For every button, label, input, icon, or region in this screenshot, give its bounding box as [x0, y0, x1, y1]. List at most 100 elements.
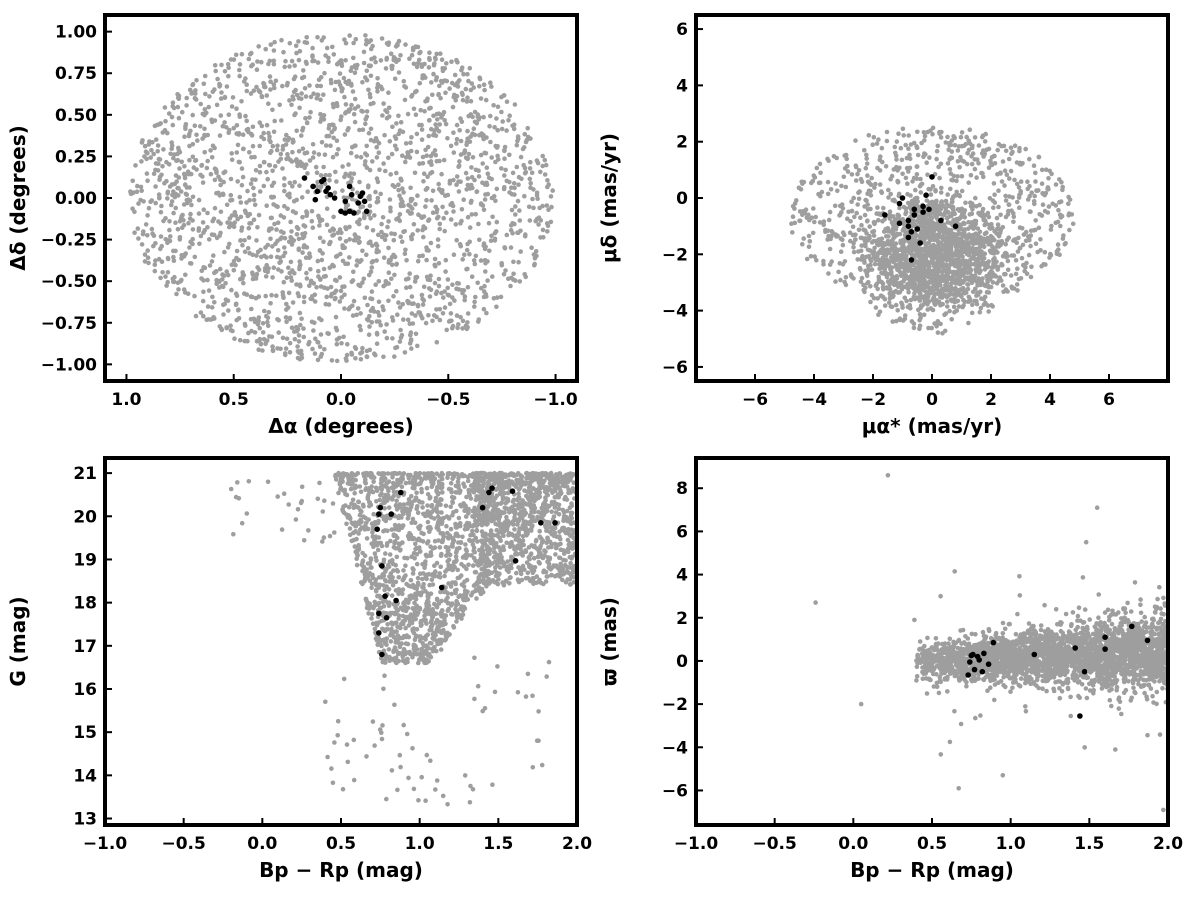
- field-star-point: [259, 94, 265, 100]
- field-star-point: [962, 208, 968, 213]
- field-star-point: [528, 181, 533, 186]
- field-star-point: [255, 225, 260, 230]
- field-star-point: [289, 229, 294, 234]
- field-star-point: [207, 263, 213, 268]
- field-star-point: [295, 344, 300, 349]
- field-star-point: [275, 317, 280, 322]
- x-tick-label: 4: [1044, 390, 1056, 410]
- field-star-point: [884, 274, 890, 280]
- field-star-point: [965, 282, 971, 287]
- field-star-point: [351, 298, 357, 304]
- field-star-point: [205, 210, 210, 216]
- field-star-point: [474, 189, 480, 194]
- field-star-point: [853, 178, 859, 183]
- field-star-point: [927, 230, 933, 236]
- field-star-point: [477, 237, 482, 243]
- field-star-point: [985, 283, 991, 289]
- field-star-point: [437, 221, 443, 227]
- field-star-point: [829, 259, 834, 264]
- field-star-point: [895, 180, 901, 185]
- field-star-point: [447, 181, 453, 186]
- field-star-point: [989, 265, 995, 270]
- field-star-point: [271, 61, 277, 67]
- field-star-point: [351, 111, 357, 117]
- field-star-point: [1060, 236, 1066, 241]
- field-star-point: [200, 136, 205, 141]
- field-star-point: [387, 197, 393, 202]
- field-star-point: [504, 99, 510, 104]
- field-star-point: [290, 137, 296, 143]
- member-star-point: [938, 217, 944, 224]
- field-star-point: [364, 109, 370, 114]
- field-star-point: [266, 266, 271, 271]
- field-star-point: [890, 319, 895, 324]
- field-star-point: [206, 104, 211, 110]
- field-star-point: [151, 171, 157, 176]
- field-star-point: [310, 58, 315, 64]
- field-star-point: [340, 188, 345, 193]
- field-star-point: [201, 230, 206, 235]
- field-star-point: [522, 171, 528, 176]
- field-star-point: [911, 286, 916, 291]
- field-star-point: [833, 279, 838, 284]
- field-star-point: [865, 207, 871, 212]
- field-star-point: [141, 199, 146, 204]
- field-star-point: [448, 202, 453, 207]
- field-star-point: [488, 139, 493, 145]
- field-star-point: [943, 250, 948, 256]
- field-star-point: [335, 230, 341, 236]
- field-star-point: [322, 347, 327, 352]
- field-star-point: [430, 92, 435, 98]
- field-star-point: [947, 275, 953, 281]
- field-star-point: [415, 303, 421, 309]
- field-star-point: [202, 126, 207, 132]
- field-star-point: [212, 145, 217, 151]
- field-star-point: [898, 273, 904, 279]
- x-tick-label: −2: [860, 390, 886, 410]
- field-star-point: [257, 170, 263, 175]
- field-star-point: [466, 78, 471, 84]
- field-star-point: [933, 214, 939, 219]
- field-star-point: [972, 273, 978, 279]
- field-star-point: [182, 172, 187, 178]
- field-star-point: [932, 248, 937, 254]
- field-star-point: [881, 248, 886, 254]
- field-star-point: [1009, 208, 1014, 213]
- field-star-point: [411, 106, 417, 112]
- field-star-point: [183, 251, 188, 257]
- field-star-point: [145, 255, 151, 260]
- field-star-point: [854, 210, 859, 216]
- field-star-point: [933, 187, 938, 193]
- y-axis-title: μδ (mas/yr): [597, 133, 621, 263]
- field-star-point: [465, 71, 470, 77]
- field-star-point: [234, 150, 240, 155]
- field-star-point: [184, 192, 190, 197]
- field-star-point: [220, 272, 225, 277]
- field-star-point: [1006, 156, 1012, 162]
- field-star-point: [496, 157, 501, 162]
- field-star-point: [432, 256, 438, 262]
- field-star-point: [307, 158, 313, 163]
- field-star-point: [947, 308, 952, 314]
- field-star-point: [315, 35, 320, 40]
- field-star-point: [503, 167, 508, 173]
- field-star-point: [917, 312, 923, 317]
- field-star-point: [419, 292, 425, 298]
- field-star-point: [545, 223, 551, 229]
- field-star-point: [952, 241, 958, 246]
- field-star-point: [225, 62, 231, 67]
- field-star-point: [368, 101, 374, 107]
- field-star-point: [492, 230, 498, 236]
- field-star-point: [902, 272, 907, 278]
- field-star-point: [347, 224, 352, 230]
- field-star-point: [235, 179, 240, 184]
- field-star-point: [326, 126, 332, 131]
- field-star-point: [226, 65, 231, 70]
- field-star-point: [499, 126, 505, 132]
- field-star-point: [308, 109, 313, 115]
- field-star-point: [874, 257, 880, 263]
- field-star-point: [998, 228, 1003, 233]
- field-star-point: [271, 58, 277, 64]
- field-star-point: [970, 302, 975, 308]
